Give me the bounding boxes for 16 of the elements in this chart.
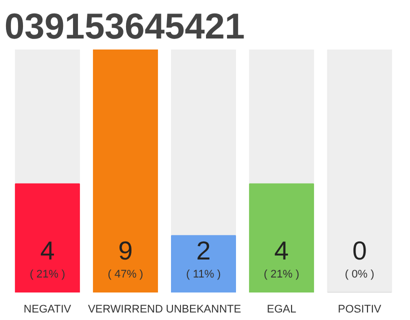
x-tick-label: VERWIRREND bbox=[88, 304, 163, 316]
annotation: 4 bbox=[40, 236, 55, 266]
data-label: ( 21% ) bbox=[30, 268, 66, 280]
data-label: ( 21% ) bbox=[264, 268, 300, 280]
chart-title: 039153645421 bbox=[4, 6, 245, 46]
data-label: ( 0% ) bbox=[344, 268, 374, 280]
annotation: 0 bbox=[352, 236, 367, 266]
annotation: 4 bbox=[274, 236, 289, 266]
x-tick-label: EGAL bbox=[266, 304, 296, 316]
annotation: 2 bbox=[196, 236, 211, 266]
annotation: 9 bbox=[118, 236, 133, 266]
data-label: ( 11% ) bbox=[186, 268, 221, 280]
x-tick-label: NEGATIV bbox=[24, 304, 72, 316]
data-label: ( 47% ) bbox=[108, 268, 144, 280]
x-tick-label: POSITIV bbox=[338, 304, 382, 316]
x-tick-label: UNBEKANNTE bbox=[166, 304, 242, 316]
